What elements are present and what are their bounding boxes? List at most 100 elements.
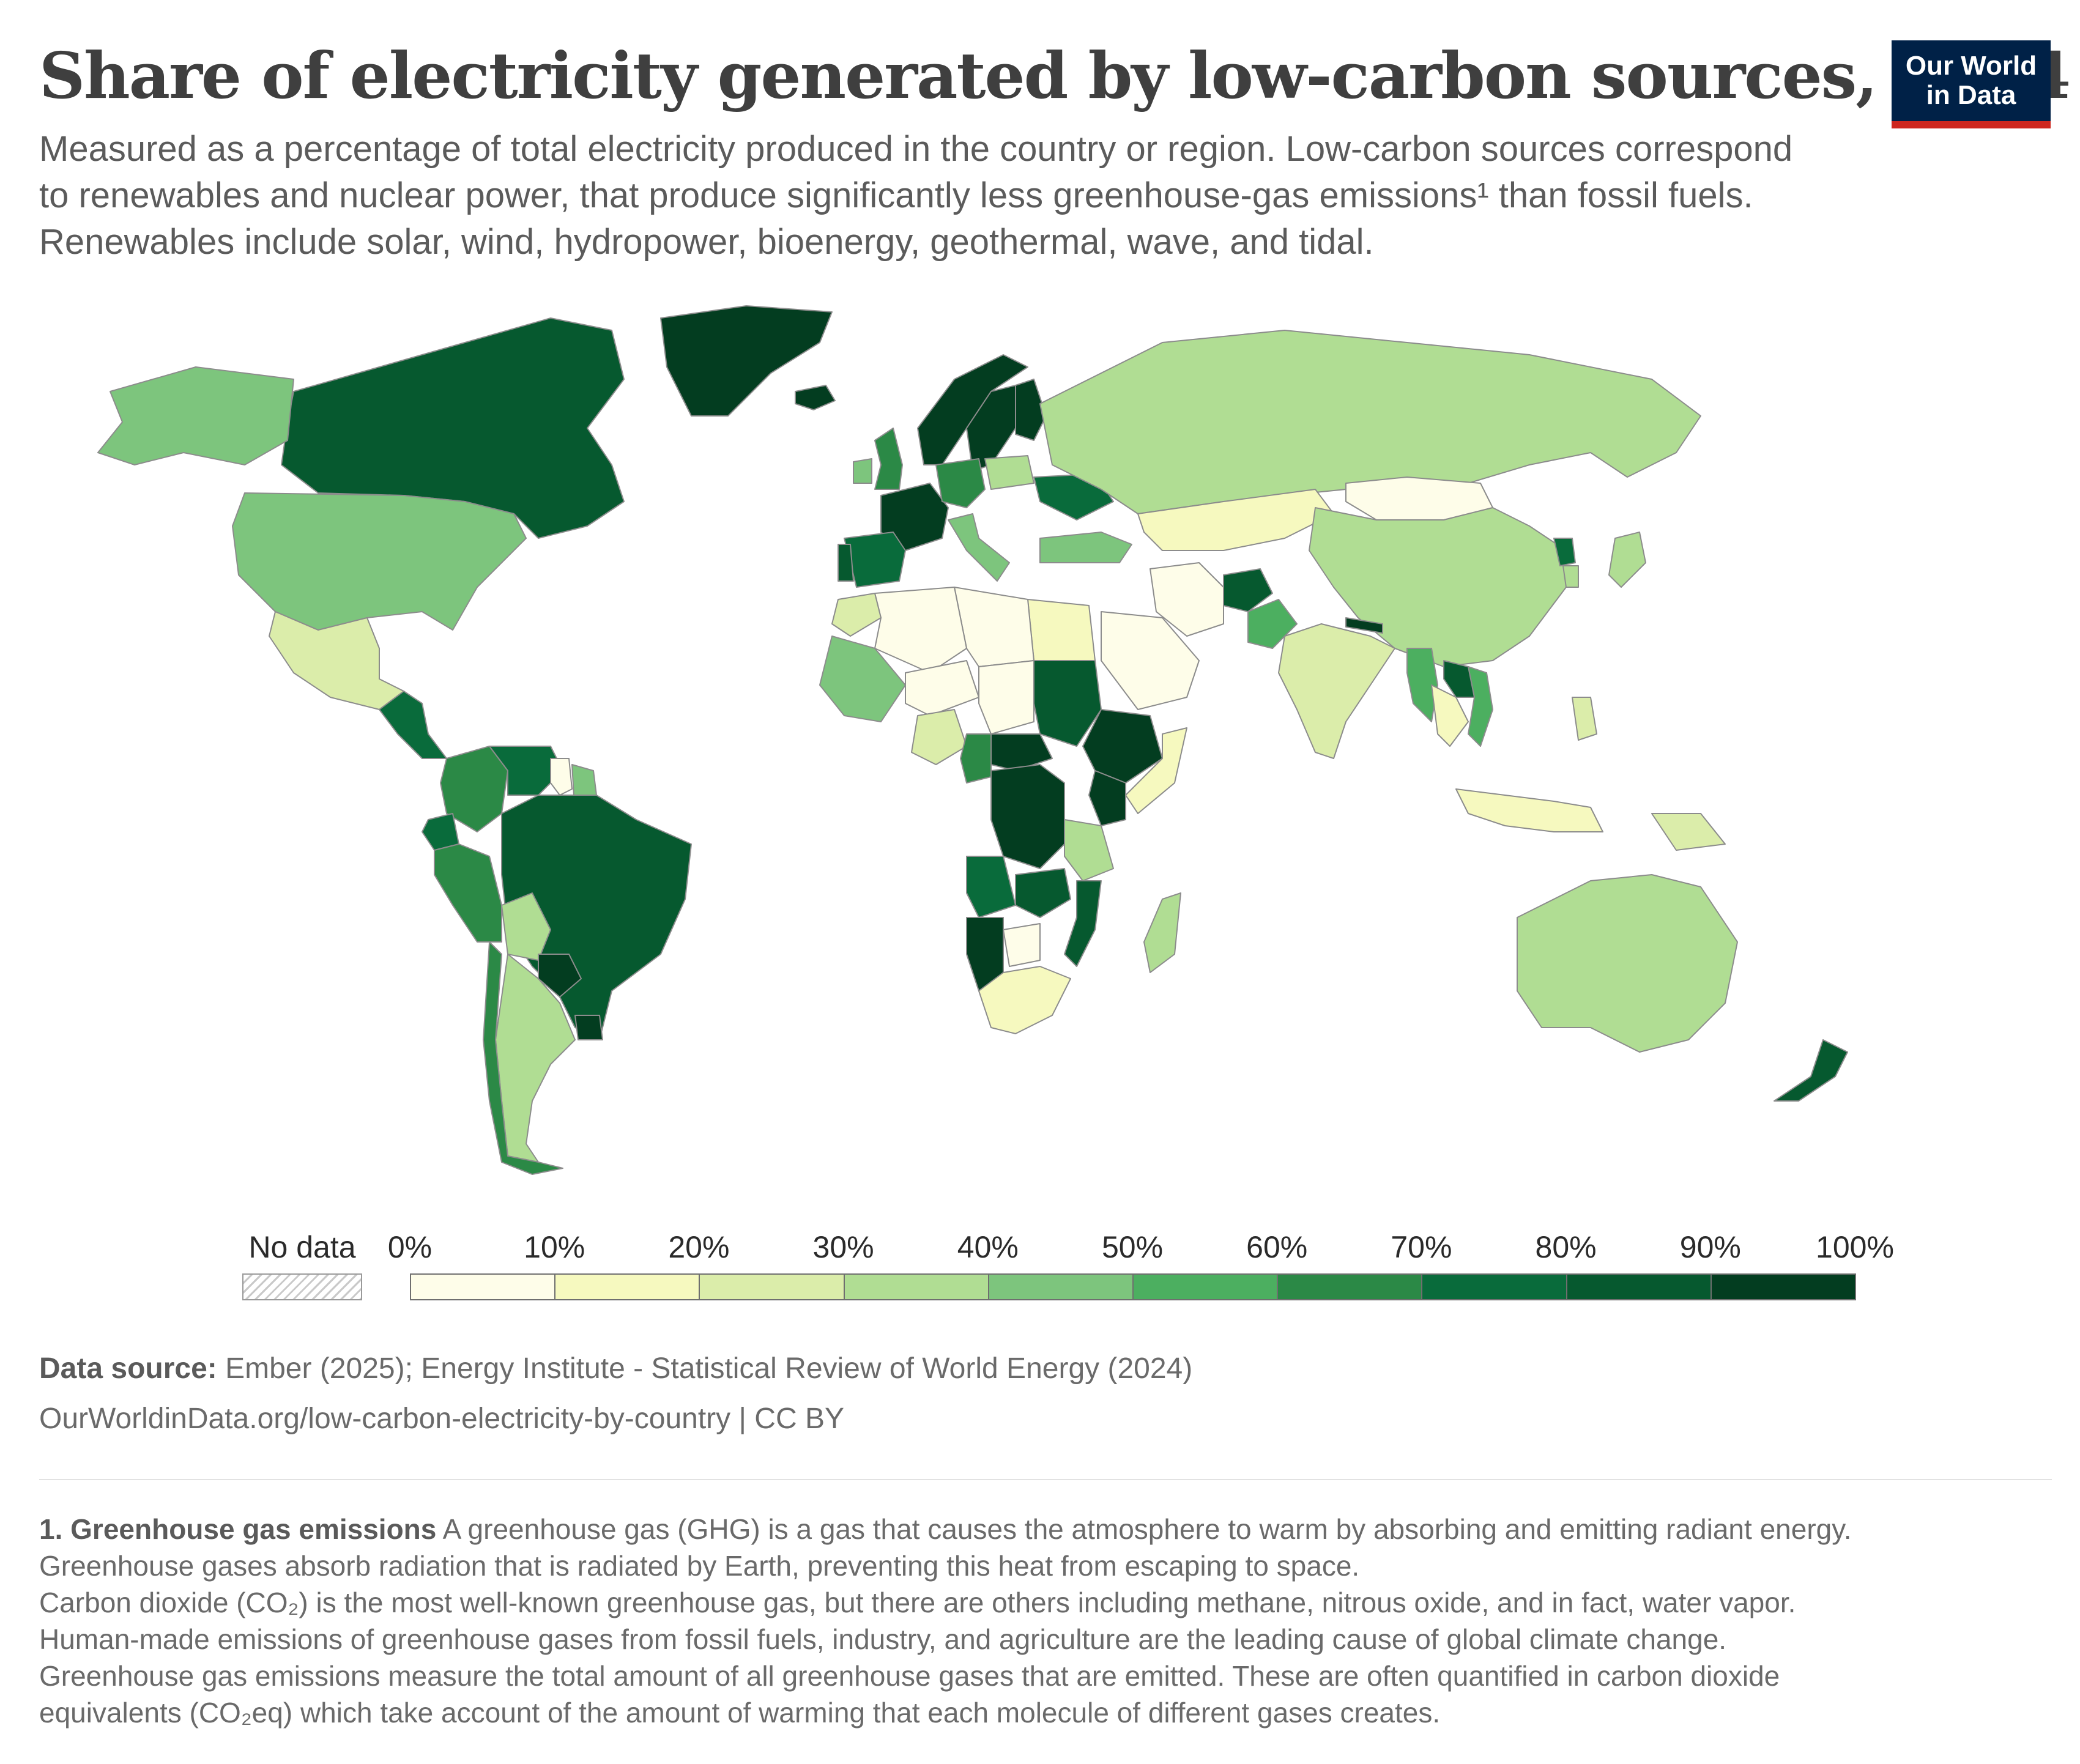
legend-no-data-label: No data: [248, 1230, 356, 1264]
region-suriname[interactable]: Suriname: 45%: [571, 764, 597, 796]
logo-line-2: in Data: [1926, 80, 2016, 110]
legend-bin-0-10[interactable]: [410, 1273, 556, 1300]
region-chile[interactable]: Chile: 68%: [483, 941, 563, 1175]
chart-url[interactable]: OurWorldinData.org/low-carbon-electricit…: [39, 1403, 844, 1435]
region-libya[interactable]: Libya: 1%: [954, 587, 1034, 667]
region-korea[interactable]: Korea: 38%: [1562, 565, 1579, 588]
region-new-zealand[interactable]: New Zealand: 88%: [1774, 1039, 1848, 1102]
region-somalia[interactable]: Somalia: 15%: [1125, 727, 1187, 814]
region-iran[interactable]: Iran: 8%: [1150, 562, 1224, 637]
region-indonesia[interactable]: Indonesia: 18%: [1455, 788, 1603, 832]
region-japan[interactable]: Japan: 32%: [1608, 532, 1646, 588]
legend-bin-80-90[interactable]: [1566, 1273, 1712, 1300]
region-russia[interactable]: Russia: 37%: [1039, 330, 1701, 514]
legend-bin-30-40[interactable]: [843, 1273, 989, 1300]
region-nepal[interactable]: Nepal: 100%: [1345, 617, 1383, 634]
region-niger[interactable]: Niger: 5%: [905, 660, 979, 716]
region-kazakhstan[interactable]: Kazakhstan: 15%: [1137, 489, 1334, 551]
footer-divider: [39, 1479, 2052, 1480]
region-afghanistan[interactable]: Afghanistan: 85%: [1223, 568, 1273, 612]
region-mozambique[interactable]: Mozambique: 80%: [1064, 880, 1102, 967]
legend-bin-70-80[interactable]: [1421, 1273, 1567, 1300]
region-finland[interactable]: Finland: 92%: [1015, 379, 1047, 441]
region-philippines[interactable]: Philippines: 22%: [1572, 697, 1597, 741]
region-india[interactable]: India: 24%: [1278, 623, 1395, 759]
legend-bin-20-30[interactable]: [699, 1273, 845, 1300]
footnote-line: equivalents (CO₂eq) which take account o…: [39, 1697, 1441, 1729]
region-central-america[interactable]: Central America: 75%: [379, 691, 447, 759]
region-canada[interactable]: Canada: 82%: [281, 317, 625, 539]
region-mali[interactable]: Mali: 40%: [819, 636, 906, 722]
legend-bin-40-50[interactable]: [987, 1273, 1134, 1300]
region-vietnam[interactable]: Vietnam: 55%: [1468, 666, 1493, 747]
footnote-line: Human-made emissions of greenhouse gases…: [39, 1623, 1727, 1655]
owid-logo[interactable]: Our World in Data: [1892, 40, 2051, 128]
region-kenya[interactable]: Kenya: 90%: [1088, 770, 1126, 826]
region-france[interactable]: France: 95%: [880, 483, 949, 551]
region-germany[interactable]: Germany: 60%: [935, 458, 986, 508]
region-morocco[interactable]: Morocco: 22%: [831, 593, 882, 637]
legend-bin-60-70[interactable]: [1277, 1273, 1423, 1300]
region-paraguay[interactable]: Paraguay: 99%: [538, 954, 582, 998]
region-ecuador[interactable]: Ecuador: 72%: [422, 813, 459, 851]
legend-tick-label: 90%: [1679, 1230, 1741, 1264]
region-chad[interactable]: Chad: 5%: [978, 660, 1034, 735]
region-zambia[interactable]: Zambia: 85%: [1015, 868, 1071, 918]
legend-bin-50-60[interactable]: [1132, 1273, 1279, 1300]
footnote-line: Greenhouse gas emissions measure the tot…: [39, 1660, 1780, 1692]
legend-tick-label: 30%: [812, 1230, 874, 1264]
region-botswana[interactable]: Botswana: 3%: [1003, 923, 1041, 967]
region-egypt[interactable]: Egypt: 12%: [1027, 599, 1096, 661]
legend-no-data-swatch[interactable]: [242, 1273, 362, 1300]
footnote: 1. Greenhouse gas emissions A greenhouse…: [39, 1511, 2052, 1731]
source-label: Data source:: [39, 1352, 217, 1385]
region-alaska[interactable]: Alaska: 40%: [97, 366, 294, 465]
region-nigeria[interactable]: Nigeria: 22%: [911, 709, 967, 765]
legend-tick-label: 70%: [1391, 1230, 1452, 1264]
region-dr-congo[interactable]: DR Congo: 99%: [990, 764, 1065, 869]
region-cameroon[interactable]: Cameroon: 65%: [960, 733, 992, 784]
legend-tick-label: 40%: [957, 1230, 1019, 1264]
region-united-kingdom[interactable]: United Kingdom: 62%: [874, 428, 903, 490]
region-mexico[interactable]: Mexico: 24%: [269, 611, 404, 710]
source-text: Ember (2025); Energy Institute - Statist…: [225, 1352, 1193, 1385]
world-map[interactable]: Canada: 82% Greenland: 95% Alaska: 40% Unit…: [0, 294, 2080, 1187]
region-australia[interactable]: Australia: 36%: [1517, 874, 1738, 1053]
region-sudan[interactable]: Sudan: 85%: [1033, 660, 1102, 747]
legend-tick-label: 20%: [668, 1230, 730, 1264]
region-laos[interactable]: Laos: 85%: [1443, 660, 1475, 698]
data-source: Data source: Ember (2025); Energy Instit…: [39, 1352, 1192, 1385]
legend-tick-label: 80%: [1535, 1230, 1597, 1264]
region-central-african-republic[interactable]: Central African Republic: 90%: [990, 733, 1053, 771]
region-north-korea[interactable]: North Korea: 75%: [1553, 538, 1576, 566]
region-angola[interactable]: Angola: 75%: [966, 856, 1016, 918]
region-guyana[interactable]: Guyana: 5%: [550, 758, 573, 796]
region-south-africa[interactable]: South Africa: 15%: [978, 966, 1071, 1034]
region-myanmar[interactable]: Myanmar: 52%: [1406, 648, 1438, 722]
region-papua-new-guinea[interactable]: Papua New Guinea: 28%: [1651, 813, 1726, 851]
region-iceland[interactable]: Iceland: 100%: [795, 385, 836, 410]
logo-line-1: Our World: [1905, 51, 2037, 81]
region-madagascar[interactable]: Madagascar: 33%: [1143, 892, 1181, 973]
legend-tick-label: 0%: [387, 1230, 433, 1264]
region-italy[interactable]: Italy: 45%: [948, 513, 1010, 582]
region-poland[interactable]: Poland: 30%: [984, 455, 1034, 490]
region-saudi-arabia[interactable]: Saudi Arabia: 2%: [1101, 611, 1200, 710]
legend-tick-label: 50%: [1101, 1230, 1164, 1264]
region-greenland[interactable]: Greenland: 95%: [660, 305, 833, 417]
region-algeria[interactable]: Algeria: 2%: [874, 587, 967, 673]
region-uruguay[interactable]: Uruguay: 95%: [574, 1015, 603, 1040]
region-thailand[interactable]: Thailand: 18%: [1431, 684, 1469, 747]
legend-bin-90-100[interactable]: [1710, 1273, 1856, 1300]
region-portugal[interactable]: Portugal: 82%: [838, 544, 854, 582]
legend-tick-label: 10%: [524, 1230, 585, 1264]
region-united-states[interactable]: United States: 41%: [232, 492, 527, 631]
legend-tick-label: 100%: [1816, 1230, 1894, 1264]
region-peru[interactable]: Peru: 60%: [434, 843, 502, 943]
region-ireland[interactable]: Ireland: 45%: [853, 458, 872, 484]
region-tanzania[interactable]: Tanzania: 35%: [1064, 819, 1114, 881]
region-bolivia[interactable]: Bolivia: 35%: [501, 892, 551, 961]
region-turkey[interactable]: Turkey: 42%: [1039, 532, 1132, 563]
legend-bin-10-20[interactable]: [554, 1273, 700, 1300]
